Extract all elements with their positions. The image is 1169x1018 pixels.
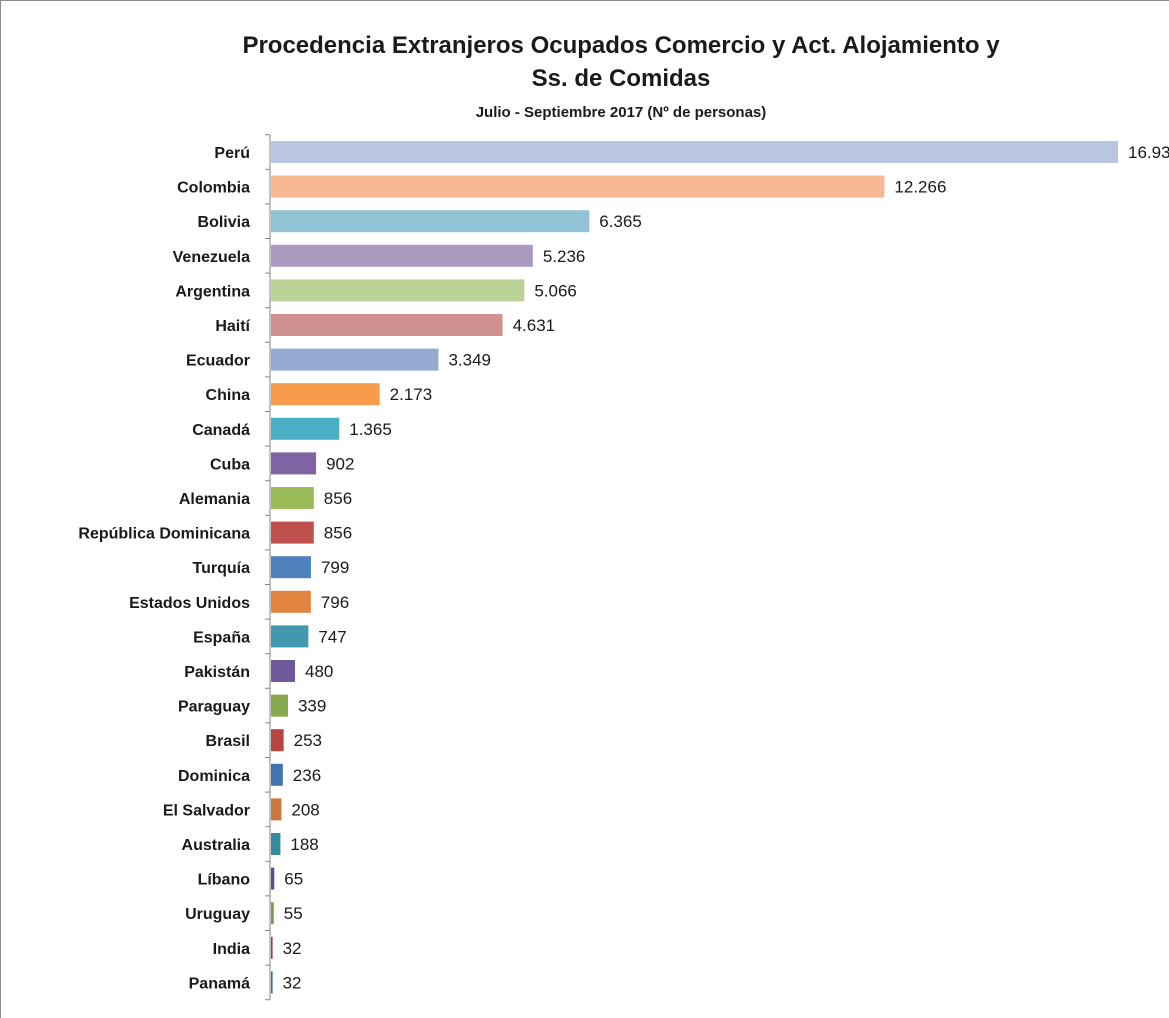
category-axis [265,134,271,1001]
bar-17 [271,729,284,752]
bar-1 [271,175,885,198]
bar-10 [271,487,314,509]
value-label: 856 [324,524,352,543]
value-label: 5.236 [543,247,586,266]
bar-8 [271,417,340,440]
bar-21 [271,867,275,890]
category-label: Turquía [193,560,251,577]
bar-4 [271,279,525,302]
value-label: 65 [284,870,303,889]
category-label: Pakistán [184,664,250,681]
category-label: Dominica [178,768,250,785]
chart-title-line-2: Ss. de Comidas [531,65,711,92]
category-label: Haití [215,318,250,335]
category-label: Uruguay [185,906,250,923]
category-label: Venezuela [173,249,250,266]
category-label: Cuba [210,456,250,473]
category-label: Ecuador [186,353,250,370]
category-label: Perú [214,145,250,162]
category-label: Canadá [192,422,250,439]
bar-20 [271,833,281,855]
value-label: 2.173 [390,385,433,404]
bar-14 [271,625,309,648]
category-label: Panamá [189,975,250,992]
category-label: Alemania [179,491,250,508]
category-label: Australia [182,837,251,854]
bar-3 [271,244,533,267]
value-label: 4.631 [513,316,556,335]
bar-24 [271,971,273,994]
bar-13 [271,590,311,613]
bar-9 [271,452,317,475]
value-label: 208 [291,800,319,819]
value-label: 188 [290,835,318,854]
value-label: 12.266 [894,178,946,197]
value-label: 339 [298,697,326,716]
bar-23 [271,936,273,959]
value-label: 747 [318,627,346,646]
bar-5 [271,314,503,336]
category-label: Líbano [198,872,251,889]
category-label: India [213,941,250,958]
bar-12 [271,556,311,579]
bar-18 [271,763,283,786]
value-label: 480 [305,662,333,681]
value-label: 32 [283,939,302,958]
value-label: 3.349 [448,351,491,370]
category-label: España [193,629,250,646]
category-label: República Dominicana [78,526,250,543]
category-label: El Salvador [163,802,250,819]
bar-11 [271,521,314,544]
category-label: China [206,387,251,404]
category-label: Estados Unidos [129,595,250,612]
category-label: Argentina [175,283,250,300]
value-label: 55 [284,904,303,923]
value-label: 16.937 [1128,143,1169,162]
category-label: Paraguay [178,699,250,716]
category-label: Bolivia [198,214,251,231]
bar-16 [271,694,288,717]
value-label: 5.066 [534,281,577,300]
value-label: 796 [321,593,349,612]
bar-19 [271,798,282,821]
chart-subtitle: Julio - Septiembre 2017 (Nº de personas) [475,104,767,121]
bar-0 [271,141,1118,163]
value-label: 799 [321,558,349,577]
bar-6 [271,348,439,371]
label-layer: Perú 16.937 Colombia 12.266 Bolivia 6.365 Vene… [78,143,1169,992]
bar-22 [271,902,274,925]
value-label: 32 [283,973,302,992]
bar-2 [271,210,590,233]
category-label: Brasil [206,733,250,750]
value-label: 1.365 [349,420,392,439]
value-label: 856 [324,489,352,508]
bar-15 [271,660,296,682]
value-label: 253 [294,731,322,750]
value-label: 236 [293,766,321,785]
value-label: 6.365 [599,212,642,231]
bar-7 [271,383,380,406]
bar-series [271,141,1118,994]
category-label: Colombia [177,180,250,197]
value-label: 902 [326,454,354,473]
chart-title-line-1: Procedencia Extranjeros Ocupados Comerci… [242,32,1000,59]
